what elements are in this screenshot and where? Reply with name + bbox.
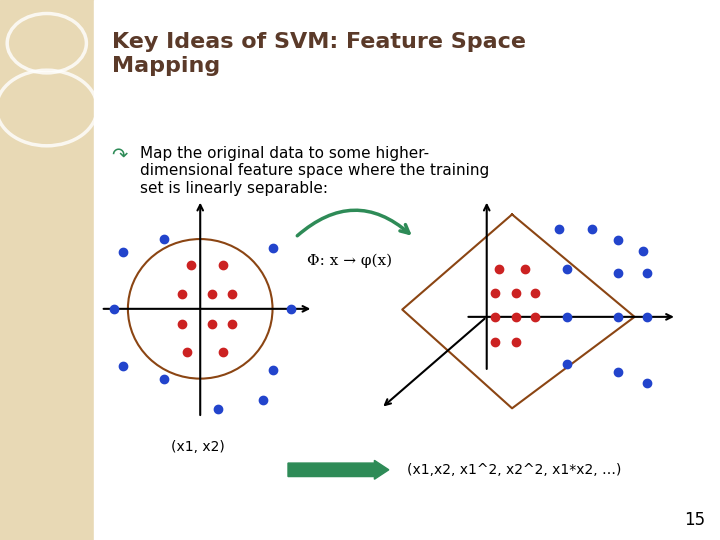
Text: (x1, x2): (x1, x2) — [171, 440, 225, 454]
Text: Key Ideas of SVM: Feature Space
Mapping: Key Ideas of SVM: Feature Space Mapping — [112, 32, 526, 76]
Text: (x1,x2, x1^2, x2^2, x1*x2, …): (x1,x2, x1^2, x2^2, x1*x2, …) — [407, 463, 621, 477]
Text: Φ: x → φ(x): Φ: x → φ(x) — [307, 254, 392, 268]
Polygon shape — [94, 0, 720, 540]
Text: Map the original data to some higher-
dimensional feature space where the traini: Map the original data to some higher- di… — [140, 146, 490, 195]
Text: ↷: ↷ — [112, 146, 128, 165]
Polygon shape — [0, 0, 94, 540]
Text: 15: 15 — [685, 511, 706, 529]
FancyArrow shape — [288, 460, 389, 480]
